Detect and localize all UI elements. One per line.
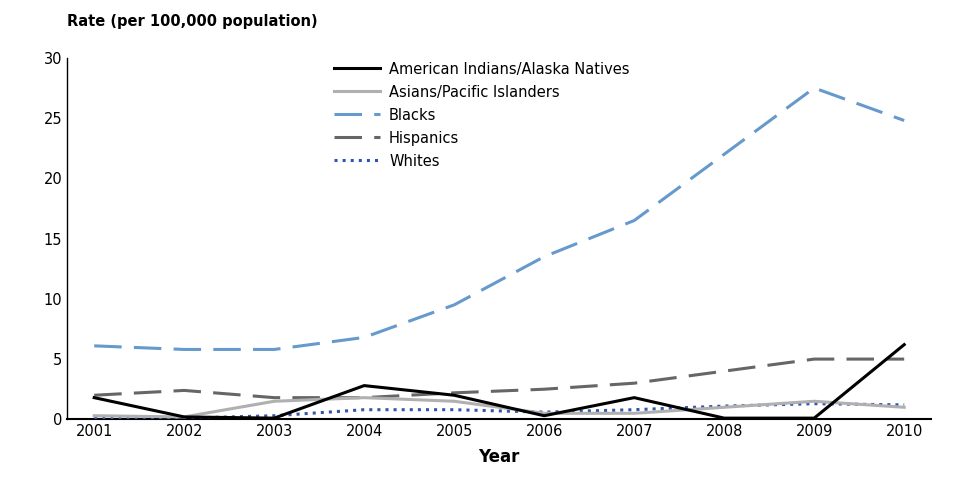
Asians/Pacific Islanders (539, 410, 550, 416)
Hispanics (629, 380, 640, 386)
Whites (179, 415, 190, 421)
Text: Rate (per 100,000 population): Rate (per 100,000 population) (67, 14, 318, 29)
Hispanics (718, 368, 730, 374)
American Indians/Alaska Natives (899, 342, 910, 348)
Blacks (88, 343, 100, 349)
American Indians/Alaska Natives (358, 383, 370, 388)
Hispanics (539, 387, 550, 392)
Whites (269, 413, 280, 418)
Blacks (539, 254, 550, 259)
Legend: American Indians/Alaska Natives, Asians/Pacific Islanders, Blacks, Hispanics, Wh: American Indians/Alaska Natives, Asians/… (334, 62, 630, 169)
Hispanics (358, 395, 370, 401)
American Indians/Alaska Natives (179, 414, 190, 420)
Asians/Pacific Islanders (358, 395, 370, 401)
Blacks (718, 151, 730, 157)
Asians/Pacific Islanders (179, 414, 190, 420)
Asians/Pacific Islanders (899, 404, 910, 410)
Hispanics (808, 356, 820, 362)
Whites (448, 407, 460, 413)
Whites (808, 401, 820, 407)
Whites (629, 407, 640, 413)
Asians/Pacific Islanders (629, 410, 640, 416)
Blacks (358, 335, 370, 340)
Blacks (269, 347, 280, 352)
Hispanics (899, 356, 910, 362)
Hispanics (88, 392, 100, 398)
Blacks (899, 118, 910, 123)
Blacks (179, 347, 190, 352)
Line: Asians/Pacific Islanders: Asians/Pacific Islanders (94, 398, 904, 417)
Hispanics (448, 390, 460, 396)
Whites (88, 415, 100, 421)
American Indians/Alaska Natives (718, 415, 730, 421)
Line: American Indians/Alaska Natives: American Indians/Alaska Natives (94, 345, 904, 418)
American Indians/Alaska Natives (629, 395, 640, 401)
Whites (899, 402, 910, 408)
Line: Blacks: Blacks (94, 88, 904, 349)
Asians/Pacific Islanders (269, 398, 280, 404)
Hispanics (269, 395, 280, 401)
American Indians/Alaska Natives (88, 395, 100, 401)
American Indians/Alaska Natives (808, 415, 820, 421)
Asians/Pacific Islanders (718, 404, 730, 410)
Blacks (448, 302, 460, 308)
Whites (539, 409, 550, 415)
Asians/Pacific Islanders (808, 398, 820, 404)
Hispanics (179, 388, 190, 393)
Asians/Pacific Islanders (88, 413, 100, 418)
Asians/Pacific Islanders (448, 398, 460, 404)
American Indians/Alaska Natives (539, 413, 550, 418)
American Indians/Alaska Natives (269, 415, 280, 421)
American Indians/Alaska Natives (448, 392, 460, 398)
Blacks (808, 85, 820, 91)
Line: Whites: Whites (94, 404, 904, 418)
Line: Hispanics: Hispanics (94, 359, 904, 398)
Blacks (629, 218, 640, 224)
X-axis label: Year: Year (478, 447, 520, 466)
Whites (358, 407, 370, 413)
Whites (718, 403, 730, 409)
